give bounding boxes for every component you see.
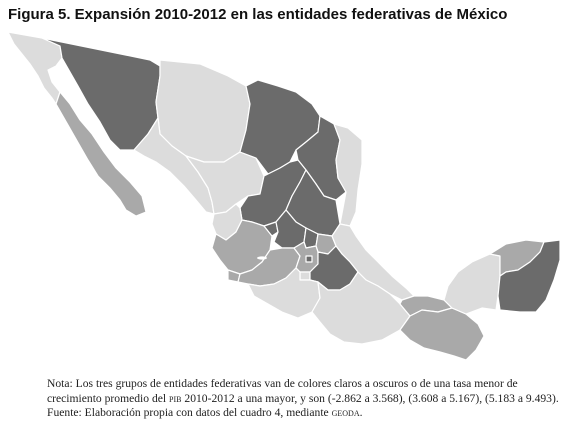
lake-chapala xyxy=(257,256,267,260)
state-morelos xyxy=(299,271,311,281)
state-quintana-roo xyxy=(497,239,561,313)
source-text: Fuente: Elaboración propia con datos del… xyxy=(47,406,567,421)
figure-title: Figura 5. Expansión 2010-2012 en las ent… xyxy=(8,6,508,23)
state-chiapas xyxy=(399,307,485,361)
state-campeche xyxy=(443,253,501,315)
state-ciudad-de-mexico xyxy=(305,255,313,263)
figure-notes: Nota: Los tres grupos de entidades feder… xyxy=(47,377,567,421)
source-prefix: Fuente: Elaboración propia con datos del… xyxy=(47,406,329,420)
state-baja-california-sur xyxy=(55,91,147,217)
note-text: Nota: Los tres grupos de entidades feder… xyxy=(47,377,567,406)
states xyxy=(7,31,561,361)
note-pib: pib xyxy=(169,391,182,405)
state-guerrero xyxy=(247,267,321,319)
source-geoda: geoda xyxy=(331,406,360,420)
note-prefix: Nota: Los tres grupos de entidades feder… xyxy=(47,377,518,405)
source-suffix: . xyxy=(359,406,363,420)
mexico-map xyxy=(7,31,561,361)
note-middle: 2010-2012 a una mayor, y son (-2.862 a 3… xyxy=(184,391,559,405)
